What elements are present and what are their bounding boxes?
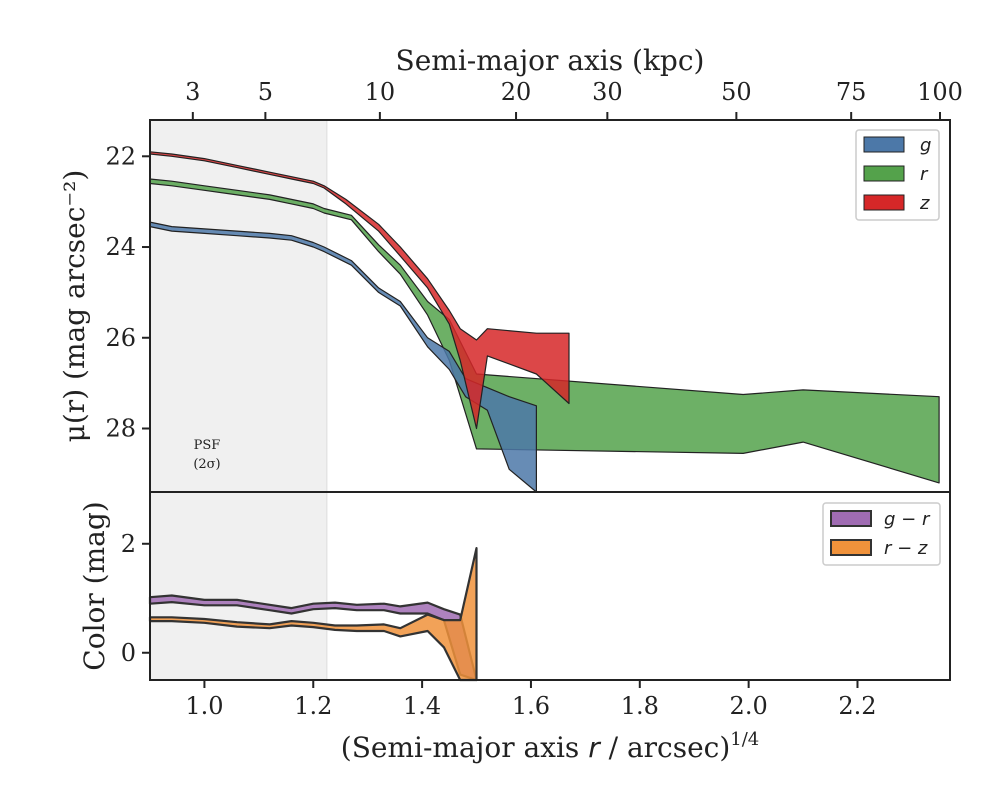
- band-z: [149, 151, 570, 430]
- kpc-tick-label-50: 50: [721, 78, 752, 106]
- color-tick-label-0: 0: [121, 639, 136, 667]
- top-legend: g r z: [855, 129, 940, 221]
- legend-label-r-z: r − z: [884, 538, 928, 559]
- legend-swatch-r-z: [830, 539, 872, 556]
- mu-tick-label-28: 28: [105, 414, 136, 442]
- kpc-tick-label-10: 10: [365, 78, 396, 106]
- legend-label-g: g: [920, 135, 931, 156]
- legend-swatch-g-r: [830, 510, 872, 527]
- legend-swatch-z: [863, 194, 905, 211]
- bottom-panel-frame: [149, 491, 951, 681]
- kpc-tick-label-75: 75: [836, 78, 867, 106]
- legend-swatch-r: [863, 165, 905, 182]
- legend-label-z: z: [919, 193, 930, 214]
- tick-group: 1.0 1.2 1.4 1.6 1.8 2.0 2.23 5 10 20 30 50 75 1002224…: [105, 78, 962, 720]
- x-tick-label-1.0: 1.0: [185, 692, 223, 720]
- bottom-axis-title: (Semi-major axis r / arcsec)1/4: [341, 729, 759, 764]
- bottom-panel-ylabel: Color (mag): [78, 501, 111, 670]
- mu-tick-label-22: 22: [105, 142, 136, 170]
- color-tick-label-2: 2: [121, 530, 136, 558]
- psf-sigma-label: (2σ): [193, 457, 220, 472]
- psf-label: PSF: [194, 438, 221, 453]
- x-tick-label-2.2: 2.2: [838, 692, 876, 720]
- legend-label-g-r: g − r: [884, 509, 931, 530]
- kpc-tick-label-20: 20: [501, 78, 532, 106]
- xlabel-var: r: [588, 731, 601, 764]
- mu-tick-label-26: 26: [105, 324, 136, 352]
- xlabel-main: (Semi-major axis: [341, 731, 588, 764]
- x-tick-label-1.8: 1.8: [621, 692, 659, 720]
- top-panel-ylabel: μ(r) (mag arcsec⁻²): [58, 170, 91, 443]
- x-tick-label-1.2: 1.2: [294, 692, 332, 720]
- legend-swatch-g: [863, 136, 905, 153]
- legend-label-r: r: [920, 164, 929, 185]
- kpc-tick-label-5: 5: [258, 78, 273, 106]
- psf-region-bottom: [150, 492, 327, 680]
- x-tick-label-2.0: 2.0: [730, 692, 768, 720]
- band-r: [149, 178, 940, 484]
- psf-region-top: [150, 120, 327, 492]
- x-tick-label-1.4: 1.4: [403, 692, 441, 720]
- kpc-tick-label-30: 30: [592, 78, 623, 106]
- xlabel-exponent: 1/4: [730, 729, 759, 750]
- kpc-tick-label-3: 3: [185, 78, 200, 106]
- x-tick-label-1.6: 1.6: [512, 692, 550, 720]
- bottom-legend: g − r r − z: [822, 502, 941, 566]
- mu-tick-label-24: 24: [105, 233, 136, 261]
- xlabel-unit: / arcsec): [600, 731, 731, 764]
- kpc-tick-label-100: 100: [917, 78, 963, 106]
- top-axis-title: Semi-major axis (kpc): [396, 44, 705, 77]
